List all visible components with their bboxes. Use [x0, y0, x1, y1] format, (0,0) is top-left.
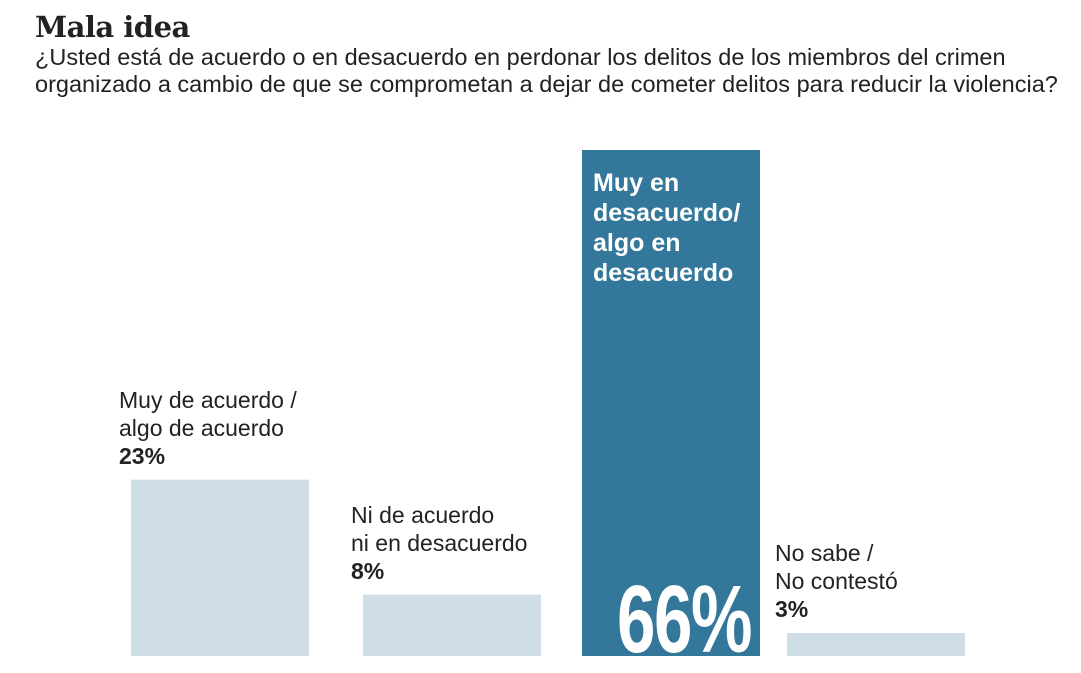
- label-line: Muy en: [593, 169, 680, 197]
- label-line: algo de acuerdo: [119, 414, 284, 441]
- value-label: 3%: [775, 596, 809, 622]
- label-line: algo en: [593, 229, 681, 257]
- value-label: 8%: [351, 557, 385, 584]
- value-label: 23%: [119, 442, 166, 469]
- label-line: Ni de acuerdo: [351, 501, 495, 528]
- bar-3: [582, 150, 760, 656]
- bar-category-label: Muy en desacuerdo/algo en desacuerdo: [593, 168, 740, 288]
- chart-subtitle: ¿Usted está de acuerdo o en desacuerdo e…: [35, 44, 1058, 97]
- label-line: No contestó: [775, 568, 898, 594]
- label-line: Muy de acuerdo /: [119, 386, 297, 413]
- bar-label-group: Muy de acuerdo / algo de acuerdo 23%: [119, 386, 297, 470]
- bar-1: [131, 479, 309, 656]
- bar-2: [363, 594, 541, 656]
- label-line: No sabe /: [775, 540, 874, 566]
- bar-label-group: No sabe / No contestó 3%: [775, 539, 898, 623]
- label-line: desacuerdo: [593, 259, 734, 287]
- label-line: ni en desacuerdo: [351, 529, 528, 556]
- value-label: 66%: [617, 566, 752, 673]
- label-line: desacuerdo/: [593, 199, 741, 227]
- bar-label-group: Ni de acuerdo ni en desacuerdo 8%: [351, 501, 527, 585]
- chart-title: Mala idea: [35, 10, 190, 44]
- bar-4: [787, 633, 965, 656]
